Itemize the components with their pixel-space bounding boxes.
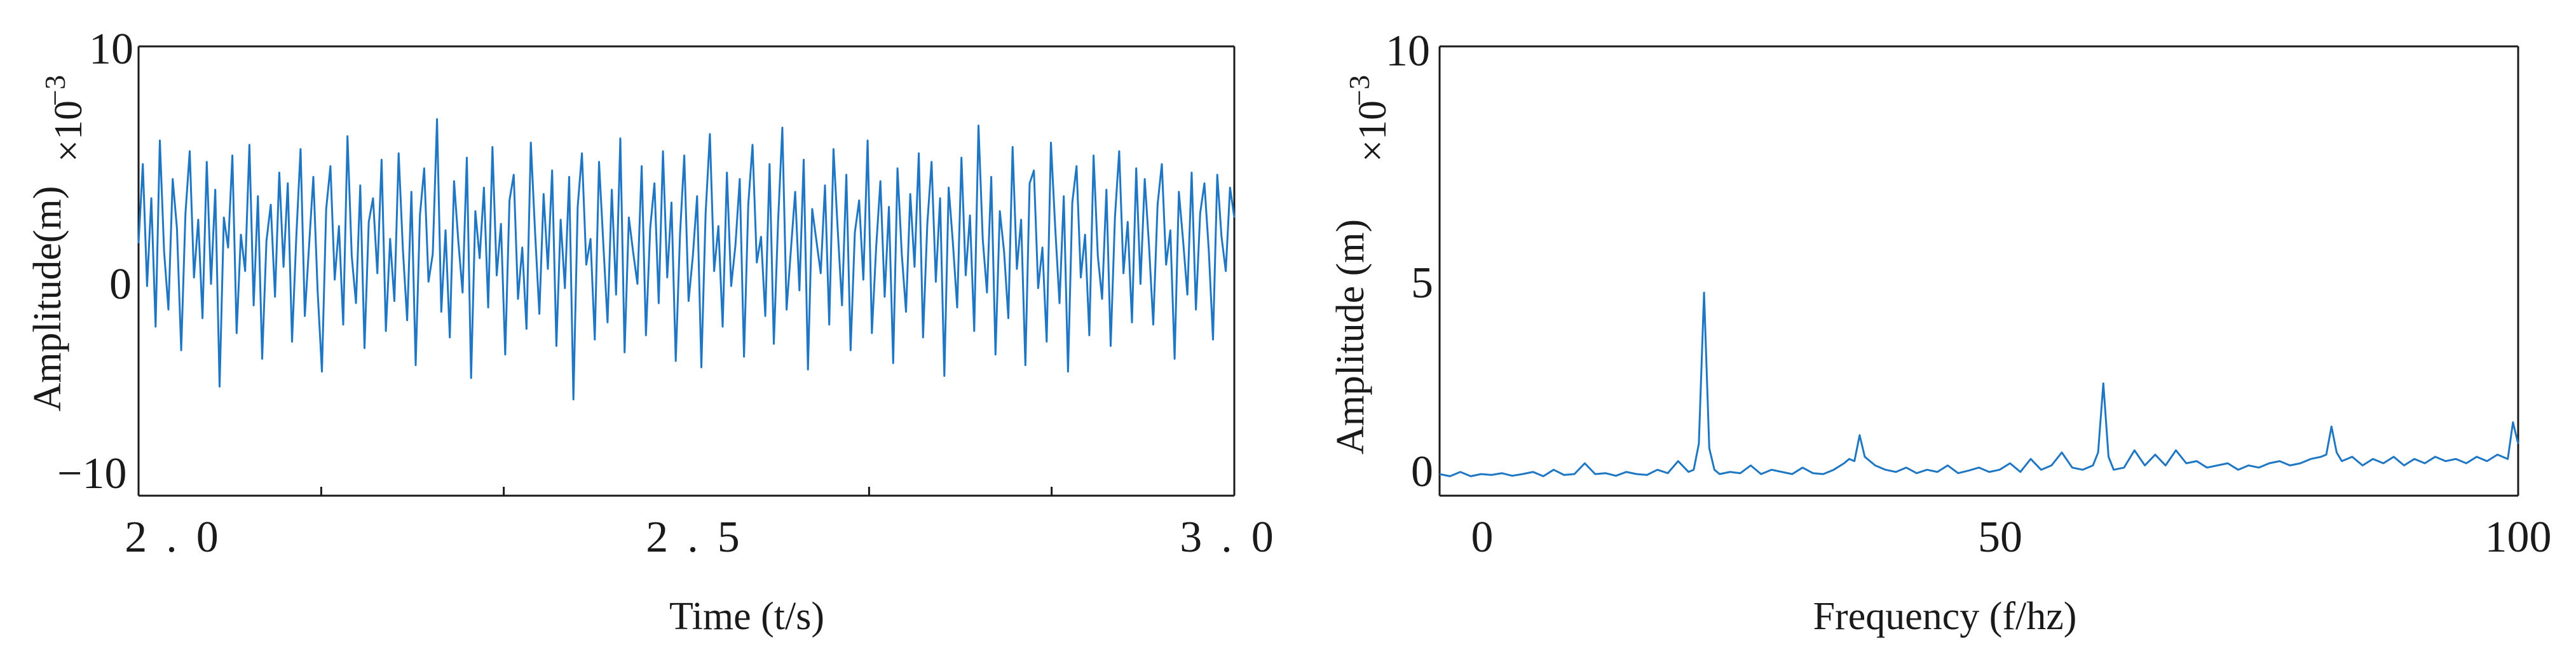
spectrum-ytick-label-0: 0 <box>1411 447 1433 496</box>
spectrum-panel: 10 5 0 0 50 100 Frequency (f/hz) Amplitu… <box>1329 27 2552 638</box>
spectrum-path <box>1439 292 2519 477</box>
spectrum-xtick-label-50: 50 <box>1978 513 2022 562</box>
time-minor-ticks <box>320 487 1053 496</box>
time-panel: 10 0 −10 2.0 2.5 3.0 Time (t/s) Amplitud… <box>26 25 1293 638</box>
time-ytick-label-minus10: −10 <box>57 449 126 498</box>
time-ytick-label-0: 0 <box>109 260 132 309</box>
time-xtick-label-2.0: 2.0 <box>125 513 238 562</box>
spectrum-y-multiplier: ×10 −3 <box>1343 75 1394 162</box>
svg-text:−3: −3 <box>39 75 71 106</box>
spectrum-ytick-label-5: 5 <box>1411 259 1433 308</box>
spectrum-xtick-label-0: 0 <box>1471 513 1494 562</box>
spectrum-y-axis-label: Amplitude (m) <box>1329 219 1372 454</box>
spectrum-xtick-label-100: 100 <box>2485 513 2552 562</box>
time-y-multiplier: ×10 −3 <box>39 75 90 162</box>
spectrum-ytick-label-10: 10 <box>1386 27 1430 76</box>
svg-text:×10: ×10 <box>47 100 90 162</box>
svg-text:×10: ×10 <box>1351 100 1394 162</box>
time-x-axis-label: Time (t/s) <box>669 595 824 638</box>
svg-text:−3: −3 <box>1343 75 1375 106</box>
spectrum-series-line <box>1439 292 2519 477</box>
time-y-axis-label: Amplitude(m) <box>26 186 69 412</box>
time-series-line <box>137 118 1236 400</box>
time-xtick-label-2.5: 2.5 <box>646 513 759 562</box>
time-signal-path <box>137 118 1236 400</box>
time-ytick-label-10: 10 <box>89 25 133 74</box>
spectrum-x-axis-label: Frequency (f/hz) <box>1813 595 2077 638</box>
time-xtick-label-3.0: 3.0 <box>1180 513 1293 562</box>
